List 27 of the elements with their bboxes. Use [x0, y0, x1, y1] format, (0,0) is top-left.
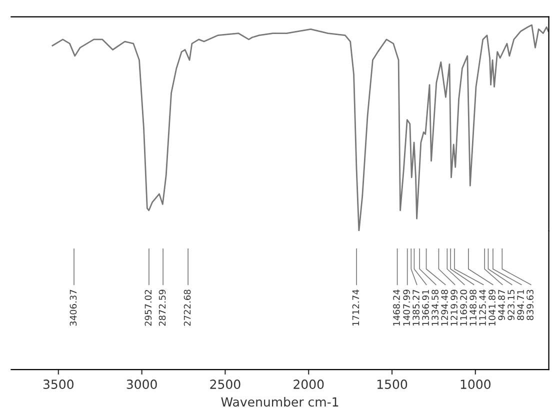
annotation: 2722.68	[184, 290, 191, 326]
annotation: 2872.59	[158, 290, 166, 326]
x-axis-title: Wavenumber cm-1	[221, 396, 338, 407]
annotation: 3406.37	[70, 290, 77, 326]
annotation: 1125.44	[479, 290, 486, 326]
annotation: 923.15	[508, 290, 514, 320]
annotation: 1468.24	[393, 290, 400, 326]
annotation: 1334.58	[432, 290, 438, 326]
x-tick-label: 2500	[210, 380, 240, 389]
annotation: 2957.02	[144, 290, 152, 326]
annotation: 1407.99	[403, 290, 410, 326]
annotation: 1366.91	[422, 290, 429, 326]
annotation: 1712.74	[352, 290, 360, 326]
annotation: 1148.98	[470, 290, 476, 326]
annotation: 894.71	[517, 290, 524, 320]
x-tick-label: 3000	[126, 380, 157, 389]
x-tick-label: 1000	[460, 380, 490, 389]
x-tick-label: 1500	[377, 380, 408, 389]
annotation: 839.63	[526, 290, 534, 320]
x-tick-label: 3500	[43, 380, 74, 389]
annotation: 1385.27	[412, 290, 420, 326]
annotation: 1041.89	[488, 290, 496, 326]
annotation: 1219.99	[450, 290, 458, 326]
annotation: 944.87	[498, 290, 505, 320]
annotation: 1294.48	[441, 290, 448, 326]
x-tick-label: 2000	[294, 380, 324, 389]
annotation: 1169.20	[460, 290, 467, 326]
